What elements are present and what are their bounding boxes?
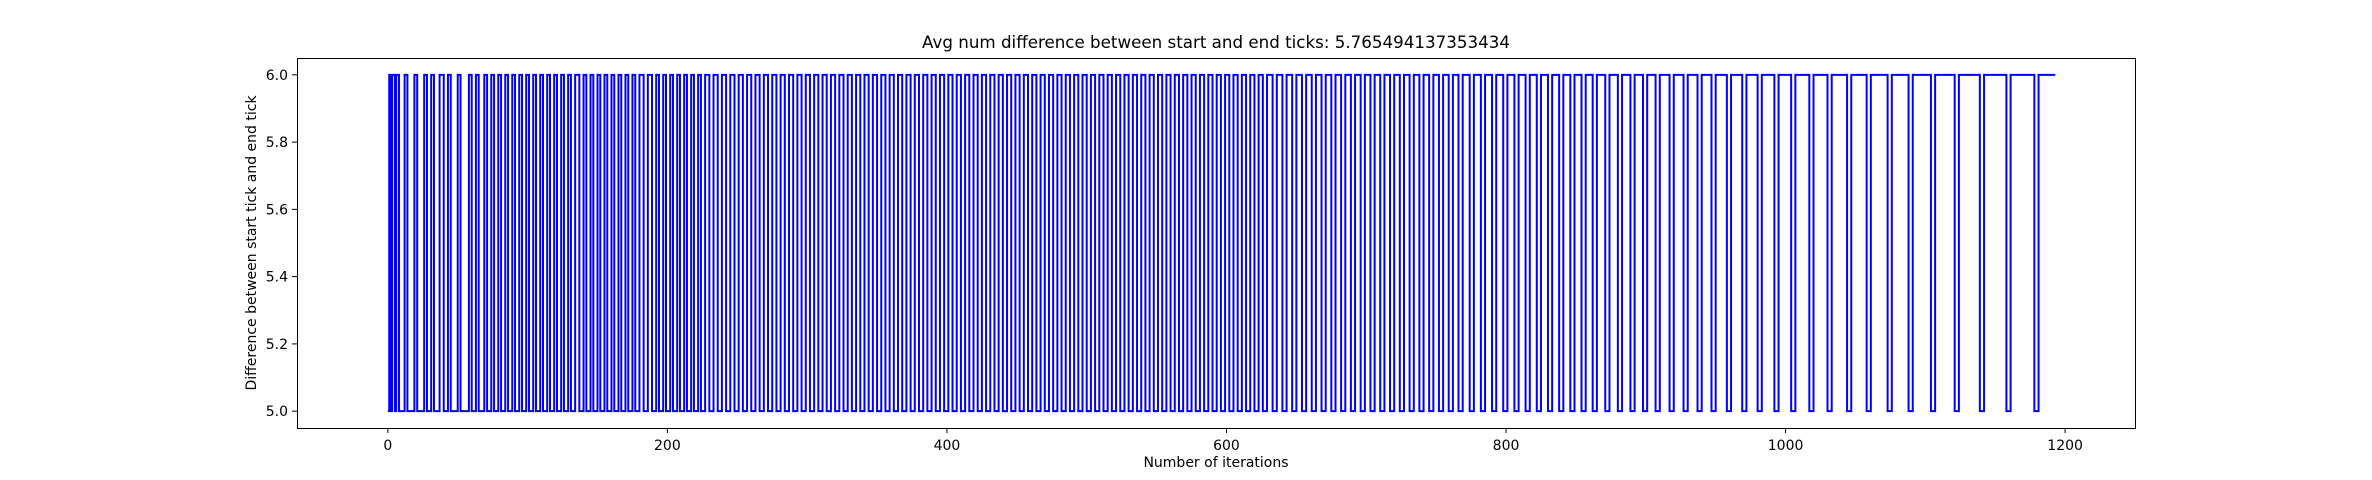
series-layer <box>387 73 2056 413</box>
y-axis: 5.0 5.2 5.4 5.6 5.8 6.0 <box>266 68 297 420</box>
y-tick-label: 5.0 <box>266 404 288 420</box>
y-tick-label: 5.4 <box>266 270 288 286</box>
y-tick-label: 5.2 <box>266 337 288 353</box>
x-axis: 0 200 400 600 800 1000 1200 <box>383 428 2083 454</box>
x-tick-label: 800 <box>1493 438 1520 454</box>
y-tick-label: 5.6 <box>266 202 288 218</box>
x-tick-label: 200 <box>654 438 681 454</box>
chart-title: Avg num difference between start and end… <box>922 32 1510 52</box>
y-axis-title: Difference between start tick and end ti… <box>244 95 260 391</box>
series-line-0 <box>387 73 2056 413</box>
x-axis-title: Number of iterations <box>1143 455 1288 471</box>
x-tick-label: 1000 <box>1768 438 1804 454</box>
x-tick-label: 600 <box>1213 438 1240 454</box>
y-tick-label: 5.8 <box>266 135 288 151</box>
x-tick-label: 0 <box>383 438 392 454</box>
x-tick-label: 400 <box>934 438 961 454</box>
plot-frame <box>297 58 2136 429</box>
y-tick-label: 6.0 <box>266 68 288 84</box>
x-tick-label: 1200 <box>2047 438 2083 454</box>
